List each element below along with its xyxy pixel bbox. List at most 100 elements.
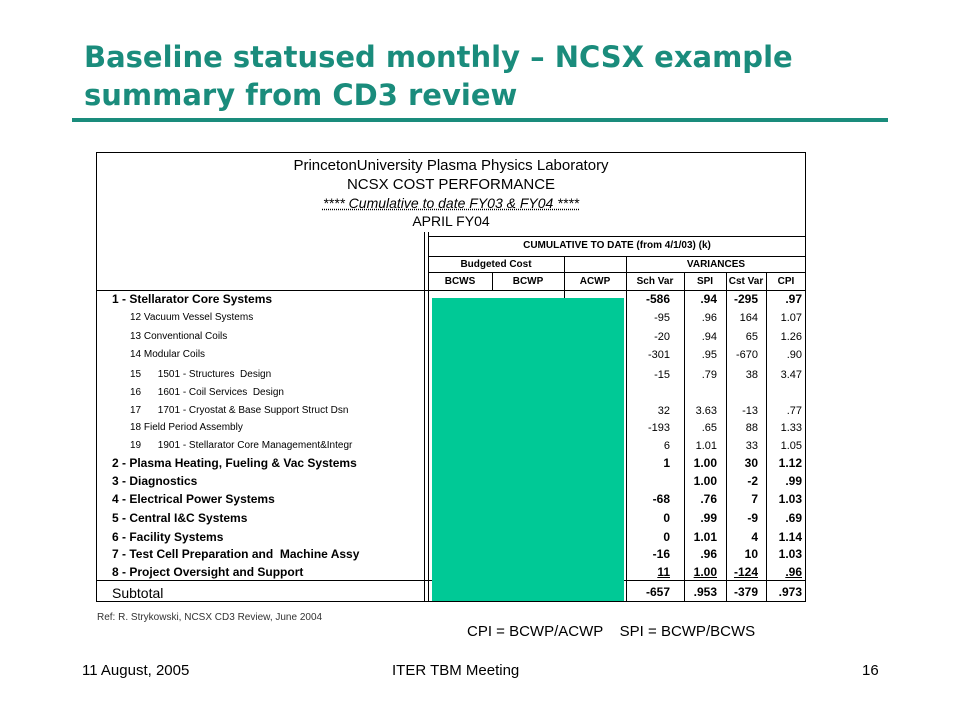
cell-cpi: 1.14: [778, 530, 802, 544]
table-row: 12 Vacuum Vessel Systems -95 .96 164 1.07: [100, 312, 806, 330]
cell-sch-var: -657: [645, 585, 670, 599]
table-row: 19 1901 - Stellarator Core Management&In…: [100, 440, 806, 458]
grid-line: [492, 272, 493, 290]
row-label: 8 - Project Oversight and Support: [112, 565, 304, 579]
table-row: 1 - Stellarator Core Systems -586 .94 -295.…: [100, 292, 806, 310]
column-header-sch-var: Sch Var: [636, 276, 674, 287]
row-label: Subtotal: [112, 585, 164, 601]
cell-cst-var: 10: [744, 547, 758, 561]
cell-cpi: .96: [785, 565, 802, 579]
cost-performance-table: [96, 152, 806, 602]
table-row: 6 - Facility Systems 0 1.01 4 1.14: [100, 530, 806, 548]
report-period-note: **** Cumulative to date FY03 & FY04 ****: [322, 195, 580, 211]
cell-cpi: .69: [785, 511, 802, 525]
report-month: APRIL FY04: [412, 213, 490, 229]
cell-cpi: .99: [785, 474, 802, 488]
cell-cst-var: -9: [747, 511, 758, 525]
cell-sch-var: -95: [654, 312, 670, 324]
column-header-bcws: BCWS: [444, 276, 476, 287]
cell-sch-var: -301: [647, 349, 670, 361]
slide-title: Baseline statused monthly – NCSX example…: [84, 38, 904, 114]
cell-spi: .94: [700, 292, 717, 306]
group-header: CUMULATIVE TO DATE (from 4/1/03) (k): [523, 240, 711, 251]
row-label: 1 - Stellarator Core Systems: [112, 292, 273, 306]
table-row: 18 Field Period Assembly -193 .65 88 1.33: [100, 422, 806, 440]
cell-sch-var: -15: [654, 369, 670, 381]
table-row: 7 - Test Cell Preparation and Machine As…: [100, 547, 806, 565]
cell-spi: 1.01: [693, 530, 717, 544]
cell-cst-var: 30: [744, 456, 758, 470]
cell-spi: 1.00: [693, 565, 717, 579]
cell-spi: .953: [693, 585, 717, 599]
column-header-cpi: CPI: [777, 276, 795, 287]
cell-cpi: 1.26: [780, 331, 802, 343]
cell-sch-var: -20: [654, 331, 670, 343]
grid-line: [424, 232, 425, 602]
cell-cpi: 1.03: [778, 547, 802, 561]
redacted-cost-columns: [432, 298, 624, 601]
grid-line: [428, 256, 806, 257]
footer-date: 11 August, 2005: [82, 662, 190, 679]
row-label: 16 1601 - Coil Services Design: [130, 387, 284, 398]
cell-cst-var: -2: [747, 474, 758, 488]
cell-spi: .96: [700, 547, 717, 561]
grid-line: [766, 272, 767, 602]
grid-line: [726, 272, 727, 602]
table-row: 13 Conventional Coils -20 .94 65 1.26: [100, 331, 806, 349]
cell-cpi: 1.05: [780, 440, 802, 452]
table-row: 8 - Project Oversight and Support 11 1.00 -…: [100, 565, 806, 583]
grid-line: [428, 272, 806, 273]
table-row: 5 - Central I&C Systems 0 .99 -9 .69: [100, 511, 806, 529]
cell-cst-var: -295: [733, 292, 758, 306]
cell-cst-var: 65: [745, 331, 758, 343]
cell-sch-var: 11: [657, 565, 670, 579]
row-label: 12 Vacuum Vessel Systems: [130, 312, 254, 323]
row-label: 2 - Plasma Heating, Fueling & Vac System…: [112, 456, 357, 470]
footer-meeting: ITER TBM Meeting: [392, 662, 520, 679]
grid-line: [428, 232, 429, 602]
title-line-1: Baseline statused monthly – NCSX example: [84, 40, 793, 74]
cell-cst-var: -13: [742, 405, 758, 417]
cell-spi: 1.00: [693, 474, 717, 488]
row-label: 14 Modular Coils: [130, 349, 206, 360]
cell-cst-var: 4: [751, 530, 758, 544]
cell-cst-var: -124: [733, 565, 758, 579]
report-org: PrincetonUniversity Plasma Physics Labor…: [293, 157, 609, 174]
report-name: NCSX COST PERFORMANCE: [346, 176, 556, 193]
table-row: 2 - Plasma Heating, Fueling & Vac System…: [100, 456, 806, 474]
variances-header: VARIANCES: [686, 259, 746, 270]
cell-spi: .95: [701, 349, 717, 361]
cell-cpi: .90: [786, 349, 802, 361]
formula-note: CPI = BCWP/ACWP SPI = BCWP/BCWS: [467, 623, 756, 640]
cell-cpi: 1.07: [780, 312, 802, 324]
grid-line: [626, 256, 627, 602]
cell-spi: 1.01: [695, 440, 717, 452]
row-label: 15 1501 - Structures Design: [130, 369, 272, 380]
row-label: 5 - Central I&C Systems: [112, 511, 248, 525]
cell-sch-var: -586: [645, 292, 670, 306]
cell-sch-var: 1: [663, 456, 670, 470]
cell-sch-var: -193: [647, 422, 670, 434]
cell-cst-var: 164: [739, 312, 758, 324]
row-label: 3 - Diagnostics: [112, 474, 198, 488]
table-row: 16 1601 - Coil Services Design: [100, 387, 806, 405]
cell-cst-var: 88: [745, 422, 758, 434]
reference-note: Ref: R. Strykowski, NCSX CD3 Review, Jun…: [97, 612, 323, 623]
row-label: 6 - Facility Systems: [112, 530, 224, 544]
column-header-bcwp: BCWP: [512, 276, 544, 287]
footer-page: 16: [862, 662, 879, 679]
grid-line: [428, 236, 806, 237]
cell-spi: .96: [701, 312, 717, 324]
cell-spi: .65: [701, 422, 717, 434]
cell-cst-var: 33: [745, 440, 758, 452]
cell-cst-var: 38: [745, 369, 758, 381]
cell-spi: 1.00: [693, 456, 717, 470]
row-label: 7 - Test Cell Preparation and Machine As…: [112, 547, 360, 561]
cell-sch-var: 6: [663, 440, 670, 452]
cell-cpi: .973: [778, 585, 802, 599]
cell-cpi: .77: [786, 405, 802, 417]
cell-spi: .99: [700, 511, 717, 525]
table-row: 15 1501 - Structures Design -15 .79 38 3.47: [100, 369, 806, 387]
cell-sch-var: -68: [652, 492, 670, 506]
cell-sch-var: -16: [652, 547, 670, 561]
